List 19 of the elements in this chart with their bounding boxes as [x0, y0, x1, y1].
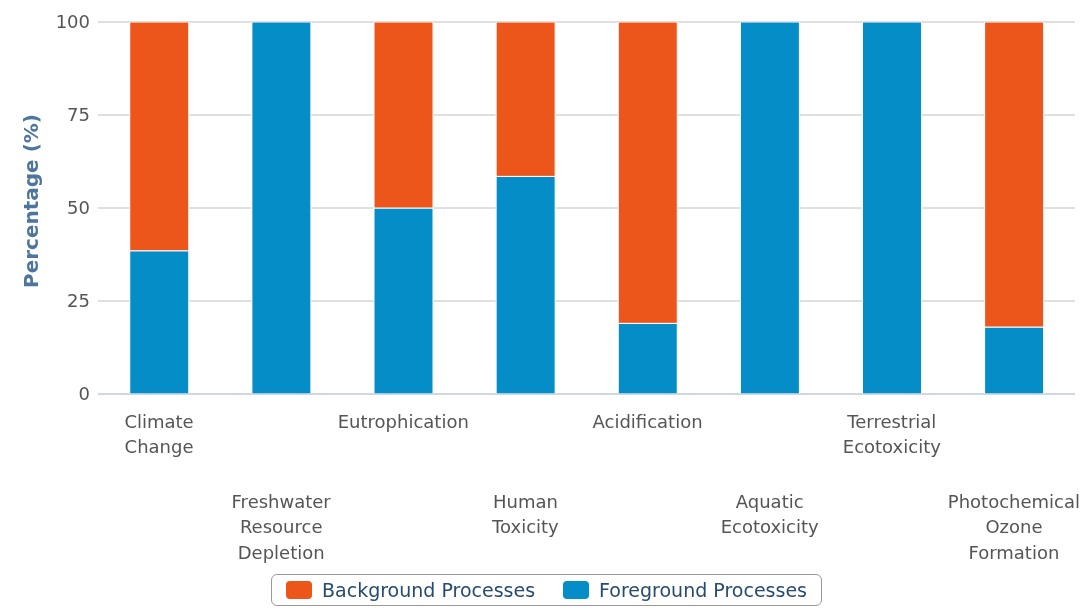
bar	[251, 22, 312, 394]
x-tick-label: Freshwater Resource Depletion	[231, 491, 332, 563]
legend-label: Foreground Processes	[599, 579, 807, 601]
y-tick-label: 25	[67, 290, 90, 312]
y-tick-label: 50	[67, 197, 90, 219]
bar	[862, 22, 922, 394]
y-tick-label: 100	[55, 11, 90, 33]
y-tick-label: 75	[67, 104, 90, 126]
x-tick-label: Terrestrial Ecotoxicity	[842, 411, 942, 458]
legend-label: Background Processes	[322, 579, 536, 601]
x-tick-label: Human Toxicity	[491, 491, 560, 538]
x-tick-label: Photochemical Ozone Formation	[947, 491, 1081, 563]
bar	[739, 22, 800, 394]
x-tick-label: Aquatic Ecotoxicity	[720, 491, 820, 538]
x-tick-label: Acidification	[592, 411, 703, 433]
x-tick-label: Climate Change	[124, 411, 194, 458]
y-tick-label: 0	[78, 383, 90, 405]
y-axis-title: Percentage (%)	[19, 114, 44, 288]
x-tick-label: Eutrophication	[337, 411, 469, 433]
